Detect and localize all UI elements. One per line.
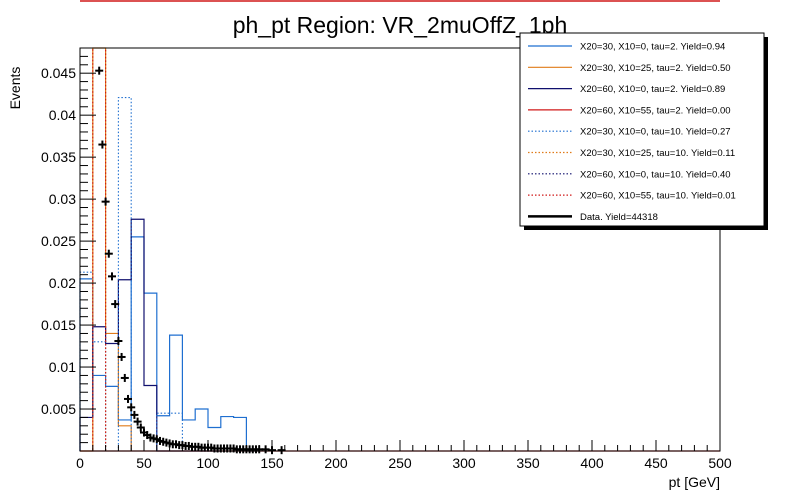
- data-point: [98, 140, 107, 149]
- x-tick-label: 450: [644, 455, 668, 471]
- x-axis-label: pt [GeV]: [669, 474, 720, 490]
- data-point: [108, 272, 116, 281]
- data-point: [133, 417, 142, 426]
- x-tick-label: 150: [260, 455, 284, 471]
- data-point: [95, 66, 104, 75]
- x-tick-label: 200: [324, 455, 348, 471]
- x-tick-label: 350: [516, 455, 540, 471]
- legend-entries: X20=30, X10=0, tau=2. Yield=0.94 X20=30, …: [528, 42, 736, 223]
- legend-label-1: X20=30, X10=25, tau=2. Yield=0.50: [580, 63, 731, 74]
- y-tick-label: 0.005: [41, 401, 76, 417]
- data-point: [104, 249, 113, 258]
- x-tick-label: 0: [76, 455, 84, 471]
- legend: X20=30, X10=0, tau=2. Yield=0.94 X20=30, …: [519, 32, 768, 230]
- data-point: [101, 197, 110, 206]
- x-tick-label: 250: [388, 455, 412, 471]
- y-tick-label: 0.03: [49, 191, 76, 207]
- data-point: [117, 352, 126, 361]
- x-tick-label: 500: [708, 455, 732, 471]
- y-tick-label: 0.045: [41, 65, 76, 81]
- legend-label-5: X20=30, X10=25, tau=10. Yield=0.11: [580, 148, 735, 159]
- x-tick-label: 400: [580, 455, 604, 471]
- legend-label-8: Data. Yield=44318: [580, 212, 658, 223]
- data-point: [277, 446, 286, 455]
- legend-label-7: X20=60, X10=55, tau=10. Yield=0.01: [580, 191, 736, 202]
- legend-label-2: X20=60, X10=0, tau=2. Yield=0.89: [580, 84, 725, 95]
- legend-label-6: X20=60, X10=0, tau=10. Yield=0.40: [580, 169, 731, 180]
- legend-box: [519, 32, 765, 227]
- x-tick-label: 100: [196, 455, 220, 471]
- legend-label-4: X20=30, X10=0, tau=10. Yield=0.27: [580, 127, 731, 138]
- data-point: [136, 423, 145, 432]
- data-point: [124, 394, 132, 403]
- y-tick-label: 0.04: [49, 107, 76, 123]
- y-tick-label: 0.015: [41, 317, 76, 333]
- data-point: [111, 300, 120, 309]
- data-point: [114, 337, 123, 346]
- data-point: [130, 410, 139, 419]
- axes-layer: 0 50 100 150 200 250 300 350 400 450 500 0.005 0.01 0…: [41, 55, 732, 471]
- y-axis-label: Events: [7, 67, 23, 110]
- legend-label-0: X20=30, X10=0, tau=2. Yield=0.94: [580, 42, 725, 53]
- data-points-layer: [95, 66, 286, 455]
- x-tick-label: 300: [452, 455, 476, 471]
- x-tick-label: 50: [136, 455, 152, 471]
- legend-label-3: X20=60, X10=55, tau=2. Yield=0.00: [580, 105, 731, 116]
- y-tick-label: 0.01: [49, 359, 76, 375]
- y-tick-label: 0.035: [41, 149, 76, 165]
- y-tick-label: 0.02: [49, 275, 76, 291]
- data-point: [127, 403, 136, 412]
- data-point: [120, 373, 129, 382]
- y-tick-label: 0.025: [41, 233, 76, 249]
- chart-title: ph_pt Region: VR_2muOffZ_1ph: [233, 12, 568, 38]
